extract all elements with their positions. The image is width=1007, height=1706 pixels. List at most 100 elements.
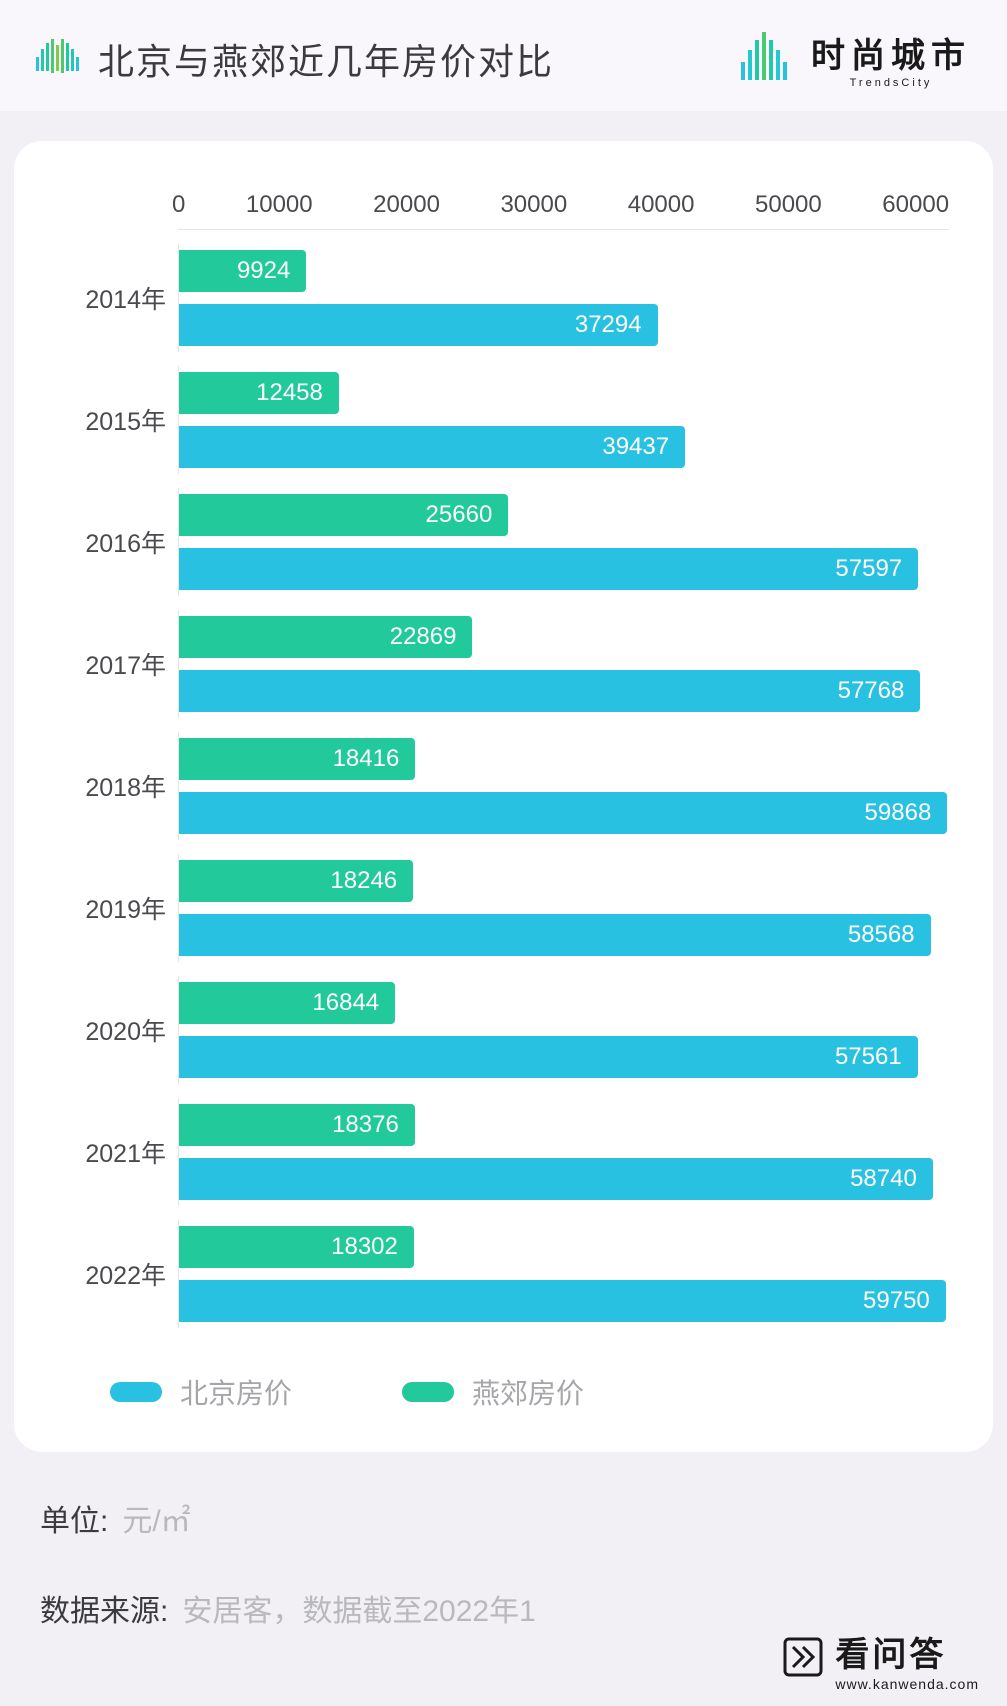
bar-stack: 18246 58568 (178, 854, 949, 962)
bar: 18246 (179, 860, 413, 902)
bar-stack: 9924 37294 (178, 244, 949, 352)
bar: 16844 (179, 982, 395, 1024)
bar: 59868 (179, 792, 947, 834)
legend-swatch (110, 1382, 162, 1402)
bar: 57597 (179, 548, 918, 590)
brand: 时尚城市 TrendsCity (735, 28, 971, 89)
bar-row: 58568 (179, 914, 949, 956)
source-row: 数据来源: 安居客，数据截至2022年1 (40, 1586, 967, 1630)
bar-row: 58740 (179, 1158, 949, 1200)
unit-label: 单位: (40, 1496, 108, 1540)
bar: 57768 (179, 670, 920, 712)
bar-stack: 12458 39437 (178, 366, 949, 474)
y-label: 2022年 (58, 1256, 178, 1292)
watermark-cn: 看问答 (835, 1627, 979, 1676)
bar-row: 57561 (179, 1036, 949, 1078)
bar: 59750 (179, 1280, 946, 1322)
bar-row: 39437 (179, 426, 949, 468)
bar-stack: 25660 57597 (178, 488, 949, 596)
bar-row: 9924 (179, 250, 949, 292)
bar: 18376 (179, 1104, 415, 1146)
legend-item: 北京房价 (110, 1372, 292, 1412)
bar-stack: 18376 58740 (178, 1098, 949, 1206)
bar-row: 57597 (179, 548, 949, 590)
brand-name-en: TrendsCity (811, 77, 971, 89)
bar-group: 2016年25660 57597 (58, 488, 949, 596)
bar-chart: 0100002000030000400005000060000 2014年992… (58, 191, 949, 1328)
chart-rows: 2014年9924 37294 2015年12458 39437 2016年25660 5… (58, 244, 949, 1328)
bar-group: 2019年18246 58568 (58, 854, 949, 962)
bar-group: 2015年12458 39437 (58, 366, 949, 474)
bar: 18416 (179, 738, 415, 780)
brand-icon (735, 28, 799, 89)
x-tick: 50000 (694, 191, 821, 219)
page: 北京与燕郊近几年房价对比 时尚城市 TrendsCity (0, 0, 1007, 1706)
x-tick: 20000 (313, 191, 440, 219)
source-value: 安居客，数据截至2022年1 (182, 1586, 535, 1630)
unit-value: 元/㎡ (122, 1496, 190, 1540)
bar: 25660 (179, 494, 508, 536)
y-label: 2019年 (58, 890, 178, 926)
watermark: 看问答 www.kanwenda.com (781, 1627, 979, 1692)
bar: 9924 (179, 250, 306, 292)
bar-row: 59750 (179, 1280, 949, 1322)
bar-row: 18246 (179, 860, 949, 902)
x-tick: 10000 (185, 191, 312, 219)
bar: 39437 (179, 426, 685, 468)
bar-row: 18302 (179, 1226, 949, 1268)
bar: 57561 (179, 1036, 918, 1078)
legend-label: 燕郊房价 (472, 1372, 584, 1412)
unit-row: 单位: 元/㎡ (40, 1496, 967, 1540)
header-left: 北京与燕郊近几年房价对比 (36, 33, 554, 85)
bar-stack: 22869 57768 (178, 610, 949, 718)
bar-group: 2020年16844 57561 (58, 976, 949, 1084)
bar-stack: 18416 59868 (178, 732, 949, 840)
page-title: 北京与燕郊近几年房价对比 (98, 33, 554, 85)
chart-card: 0100002000030000400005000060000 2014年992… (14, 141, 993, 1452)
bar-row: 16844 (179, 982, 949, 1024)
bar-row: 22869 (179, 616, 949, 658)
y-label: 2016年 (58, 524, 178, 560)
y-label: 2014年 (58, 280, 178, 316)
bar-row: 37294 (179, 304, 949, 346)
legend-label: 北京房价 (180, 1372, 292, 1412)
bar-group: 2022年18302 59750 (58, 1220, 949, 1328)
bar-row: 57768 (179, 670, 949, 712)
header: 北京与燕郊近几年房价对比 时尚城市 TrendsCity (0, 0, 1007, 111)
bar: 22869 (179, 616, 472, 658)
y-label: 2020年 (58, 1012, 178, 1048)
x-tick: 0 (172, 191, 185, 219)
x-tick: 30000 (440, 191, 567, 219)
watermark-icon (781, 1635, 825, 1684)
bar-group: 2014年9924 37294 (58, 244, 949, 352)
legend-swatch (402, 1382, 454, 1402)
bar-row: 18416 (179, 738, 949, 780)
x-axis: 0100002000030000400005000060000 (178, 191, 949, 230)
x-tick: 40000 (567, 191, 694, 219)
x-tick: 60000 (822, 191, 949, 219)
bars-icon (36, 39, 80, 78)
bar-row: 25660 (179, 494, 949, 536)
bar-group: 2018年18416 59868 (58, 732, 949, 840)
y-label: 2017年 (58, 646, 178, 682)
bar-stack: 16844 57561 (178, 976, 949, 1084)
bar-group: 2021年18376 58740 (58, 1098, 949, 1206)
brand-name-cn: 时尚城市 (811, 28, 971, 77)
legend-item: 燕郊房价 (402, 1372, 584, 1412)
bar: 58740 (179, 1158, 933, 1200)
bar: 37294 (179, 304, 658, 346)
watermark-en: www.kanwenda.com (835, 1676, 979, 1692)
source-label: 数据来源: (40, 1586, 168, 1630)
y-label: 2015年 (58, 402, 178, 438)
bar-stack: 18302 59750 (178, 1220, 949, 1328)
legend: 北京房价 燕郊房价 (110, 1372, 949, 1412)
y-label: 2018年 (58, 768, 178, 804)
bar: 58568 (179, 914, 931, 956)
bar-row: 59868 (179, 792, 949, 834)
y-label: 2021年 (58, 1134, 178, 1170)
bar-group: 2017年22869 57768 (58, 610, 949, 718)
bar: 18302 (179, 1226, 414, 1268)
bar: 12458 (179, 372, 339, 414)
bar-row: 12458 (179, 372, 949, 414)
bar-row: 18376 (179, 1104, 949, 1146)
